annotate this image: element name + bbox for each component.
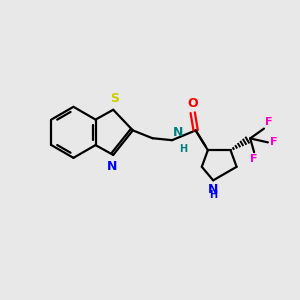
Text: O: O xyxy=(188,97,198,110)
Text: F: F xyxy=(265,117,272,127)
Text: H: H xyxy=(209,190,217,200)
Text: F: F xyxy=(250,154,258,164)
Text: N: N xyxy=(208,183,218,196)
Text: N: N xyxy=(173,126,184,139)
Text: H: H xyxy=(179,144,187,154)
Text: F: F xyxy=(270,137,277,147)
Text: S: S xyxy=(110,92,119,105)
Text: N: N xyxy=(107,160,117,173)
